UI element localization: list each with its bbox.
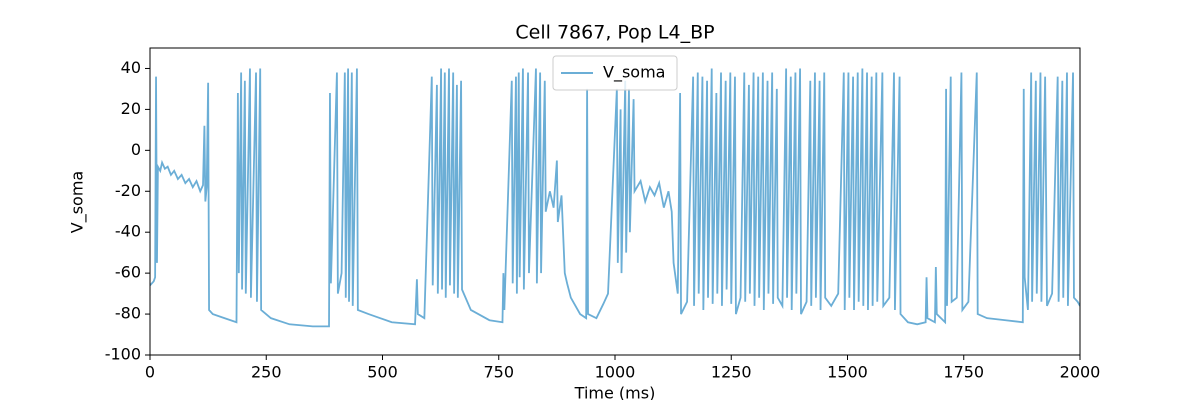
x-tick-label: 1500: [827, 363, 868, 382]
y-tick-label: -80: [115, 304, 141, 323]
x-tick-label: 1250: [711, 363, 752, 382]
y-tick-label: -100: [105, 345, 141, 364]
legend-box: [552, 55, 678, 91]
x-tick-label: 750: [483, 363, 514, 382]
y-tick-label: -60: [115, 263, 141, 282]
y-tick-label: 40: [121, 58, 141, 77]
plot-frame: [149, 47, 1081, 356]
x-tick-label: 2000: [1060, 363, 1101, 382]
y-axis-label: V_soma: [68, 171, 88, 233]
legend: V_soma: [552, 55, 678, 91]
x-tick-label: 250: [251, 363, 282, 382]
y-tick-label: 0: [131, 140, 141, 159]
y-tick-label: 20: [121, 99, 141, 118]
x-tick-label: 1750: [943, 363, 984, 382]
x-tick-label: 1000: [595, 363, 636, 382]
y-tick-label: -40: [115, 222, 141, 241]
line: [150, 68, 1080, 328]
x-tick-label: 0: [145, 363, 155, 382]
y-tick-label: -20: [115, 181, 141, 200]
x-axis-label: Time (ms): [574, 384, 656, 400]
chart-title: Cell 7867, Pop L4_BP: [515, 22, 714, 44]
legend-label: V_soma: [603, 63, 665, 83]
x-tick-label: 500: [367, 363, 398, 382]
